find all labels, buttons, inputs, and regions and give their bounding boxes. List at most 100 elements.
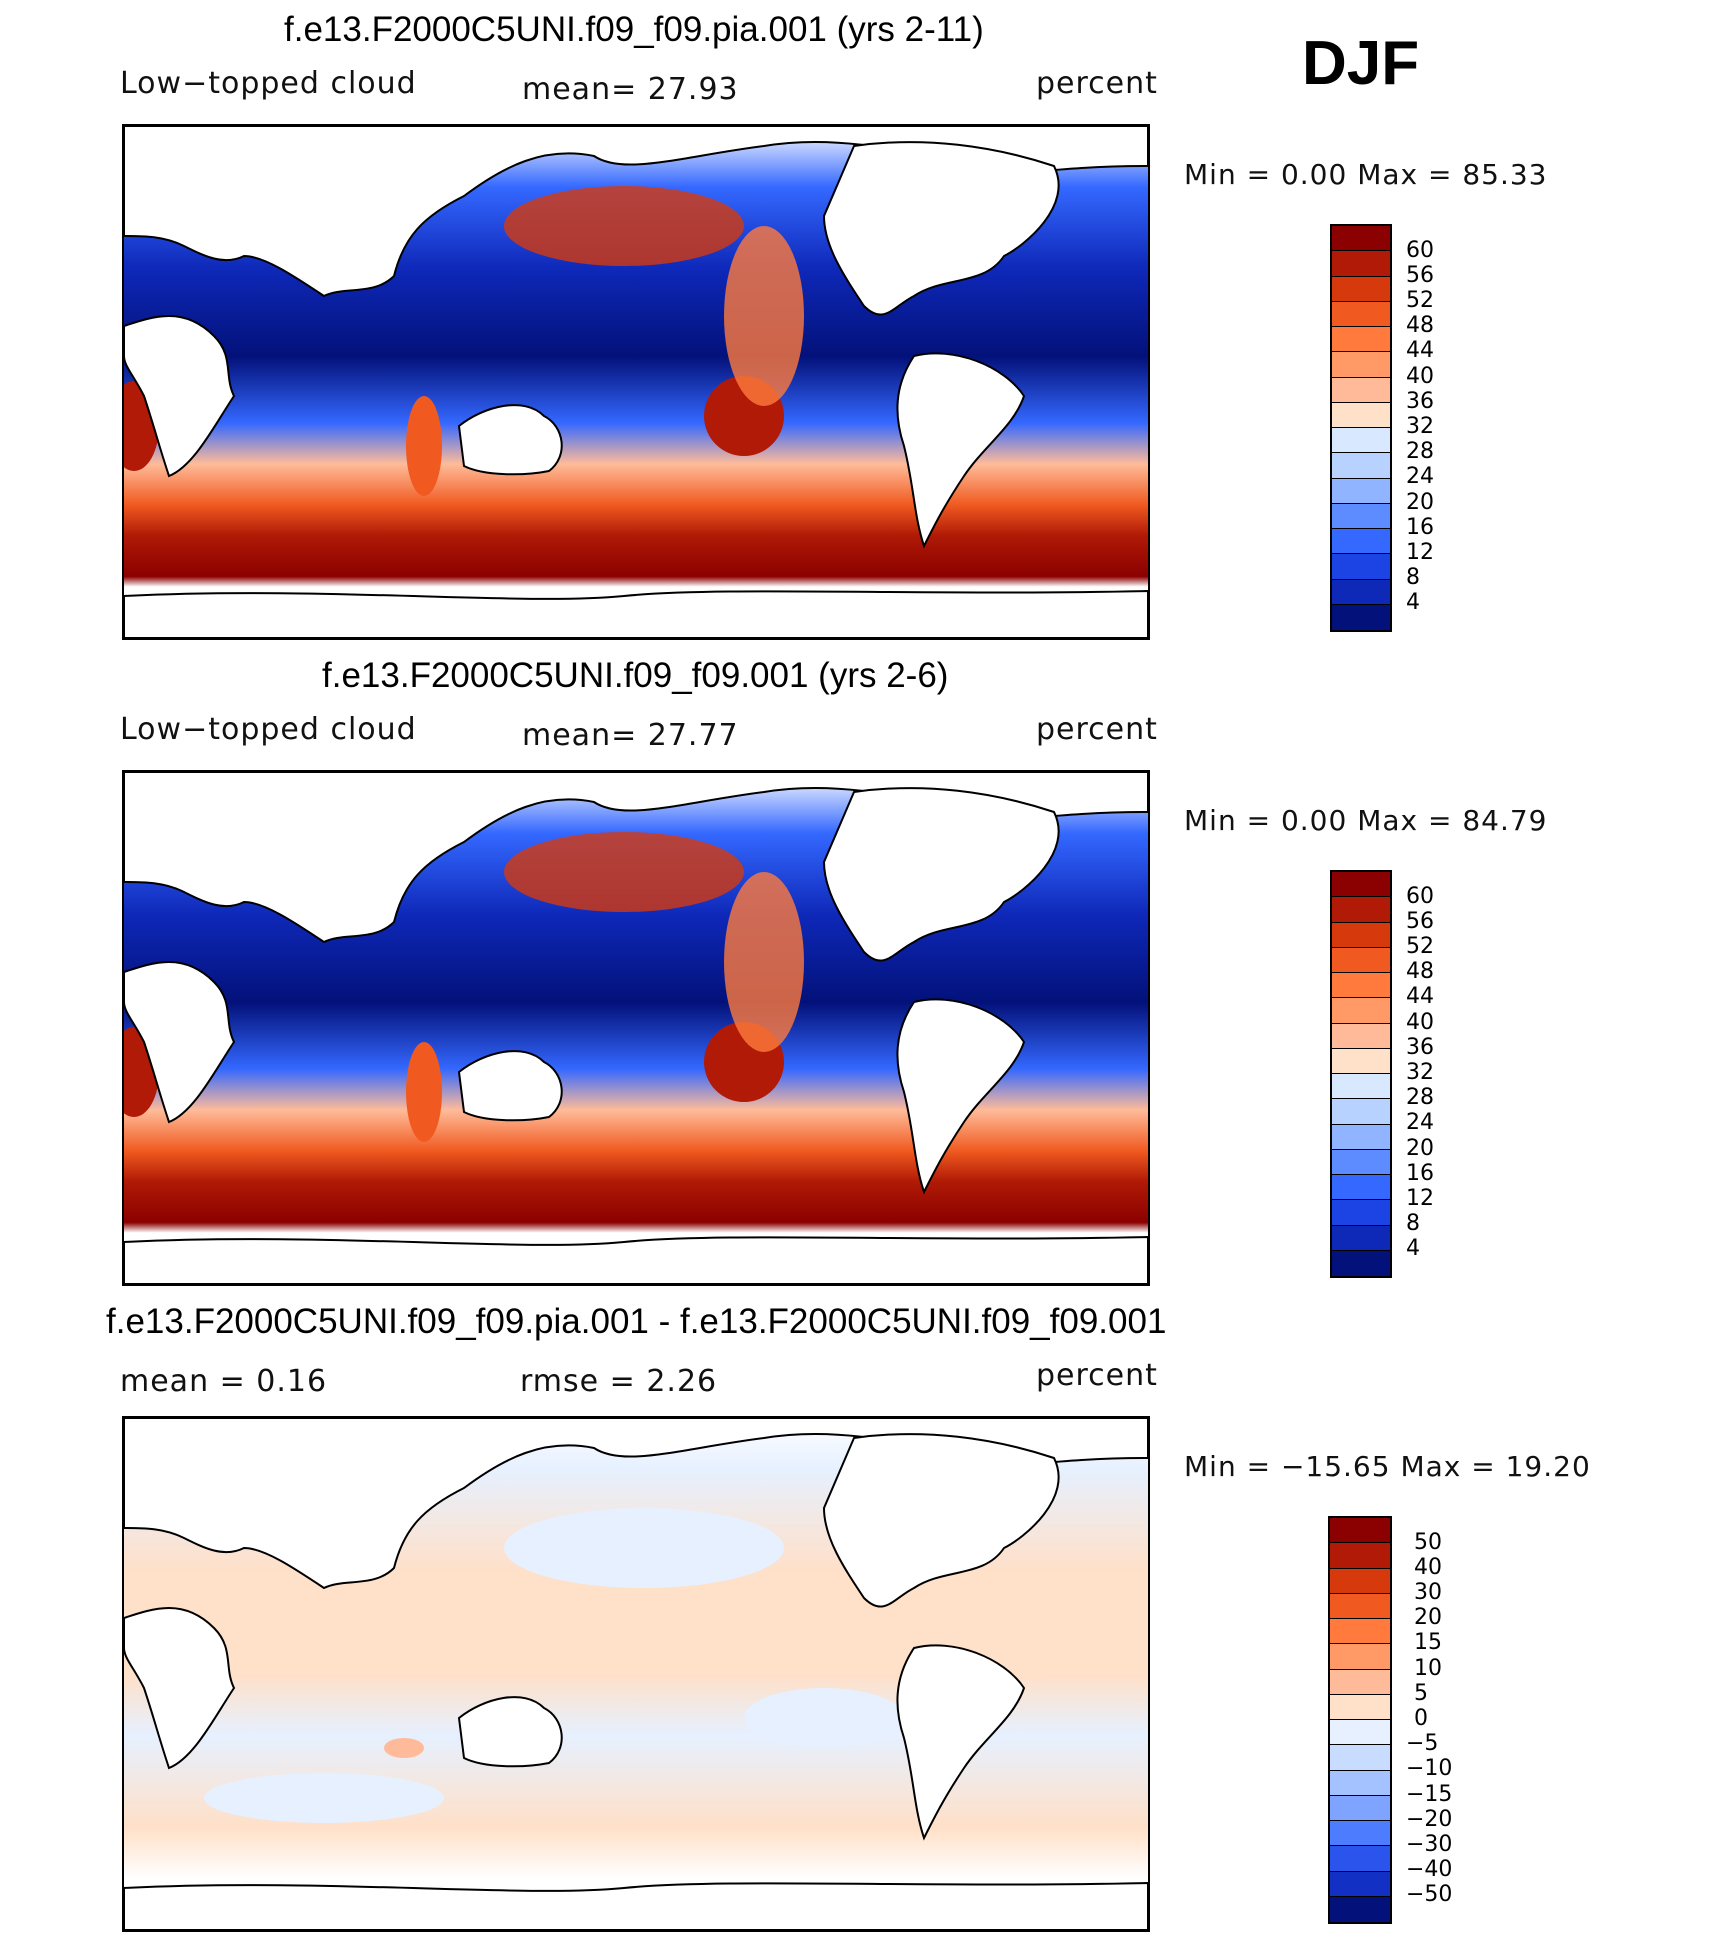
colorbar-label: 12	[1406, 1186, 1434, 1211]
colorbar-segment	[1332, 301, 1390, 327]
mean-label: mean= 27.93	[522, 72, 739, 107]
colorbar-label: 24	[1406, 1110, 1434, 1135]
colorbar-segment	[1330, 1694, 1390, 1720]
colorbar-segment	[1332, 453, 1390, 479]
panel-title: f.e13.F2000C5UNI.f09_f09.pia.001 (yrs 2-…	[284, 10, 984, 49]
colorbar-segment	[1332, 1074, 1390, 1100]
colorbar-segment	[1332, 1200, 1390, 1226]
land-africa	[124, 961, 236, 1124]
units-label: percent	[1036, 1358, 1158, 1393]
colorbar-segment	[1332, 226, 1390, 252]
land-australia	[457, 1696, 563, 1768]
colorbar-segment	[1330, 1896, 1390, 1922]
colorbar-segment	[1332, 352, 1390, 378]
colorbar-segment	[1332, 947, 1390, 973]
colorbar-label: 40	[1414, 1555, 1442, 1580]
colorbar-segment	[1330, 1644, 1390, 1670]
land-north-america	[822, 141, 1060, 316]
land-south-america	[896, 998, 1026, 1195]
colorbar-label: 0	[1414, 1706, 1428, 1731]
colorbar-segment	[1330, 1821, 1390, 1847]
colorbar	[1330, 224, 1392, 632]
colorbar-segment	[1330, 1669, 1390, 1695]
units-label: percent	[1036, 712, 1158, 747]
colorbar-label: 40	[1406, 1010, 1434, 1035]
colorbar-label: 36	[1406, 1035, 1434, 1060]
variable-label: Low−topped cloud	[120, 66, 417, 101]
colorbar-label: −10	[1406, 1756, 1453, 1781]
colorbar-label: 16	[1406, 1161, 1434, 1186]
colorbar-label: 4	[1406, 590, 1420, 615]
colorbar-segment	[1332, 529, 1390, 555]
colorbar-label: 20	[1414, 1605, 1442, 1630]
colorbar-label: 16	[1406, 515, 1434, 540]
colorbar-segment	[1332, 973, 1390, 999]
colorbar-segment	[1332, 897, 1390, 923]
colorbar-label: −5	[1406, 1731, 1439, 1756]
colorbar-label: 20	[1406, 1136, 1434, 1161]
colorbar-segment	[1332, 998, 1390, 1024]
colorbar-label: 24	[1406, 464, 1434, 489]
colorbar-label: 12	[1406, 540, 1434, 565]
colorbar-label: 15	[1414, 1630, 1442, 1655]
colorbar-label: 60	[1406, 238, 1434, 263]
land-north-america	[822, 1433, 1060, 1608]
colorbar-segment	[1330, 1720, 1390, 1746]
colorbar-segment	[1332, 1099, 1390, 1125]
global-map	[122, 770, 1150, 1286]
colorbar-segment	[1332, 503, 1390, 529]
land-australia	[457, 1050, 563, 1122]
colorbar-segment	[1332, 554, 1390, 580]
min-max-label: Min = 0.00 Max = 84.79	[1184, 804, 1548, 837]
colorbar-segment	[1332, 1175, 1390, 1201]
colorbar-label: 50	[1414, 1530, 1442, 1555]
land-antarctica	[124, 589, 1148, 638]
colorbar-label: 44	[1406, 984, 1434, 1009]
colorbar	[1328, 1516, 1392, 1924]
colorbar-label: 40	[1406, 364, 1434, 389]
colorbar-segment	[1330, 1846, 1390, 1872]
colorbar-segment	[1332, 377, 1390, 403]
colorbar-label: 8	[1406, 1211, 1420, 1236]
colorbar-segment	[1332, 872, 1390, 898]
colorbar-segment	[1330, 1871, 1390, 1897]
colorbar-segment	[1330, 1745, 1390, 1771]
colorbar-segment	[1332, 478, 1390, 504]
colorbar-segment	[1332, 922, 1390, 948]
colorbar-label: 56	[1406, 263, 1434, 288]
colorbar-segment	[1330, 1795, 1390, 1821]
colorbar-label: 56	[1406, 909, 1434, 934]
colorbar-segment	[1332, 402, 1390, 428]
colorbar-segment	[1330, 1593, 1390, 1619]
colorbar-label: 60	[1406, 884, 1434, 909]
colorbar-segment	[1332, 604, 1390, 630]
colorbar-segment	[1332, 1124, 1390, 1150]
mean-label: mean= 27.77	[522, 718, 739, 753]
panel-title: f.e13.F2000C5UNI.f09_f09.001 (yrs 2-6)	[322, 656, 949, 695]
colorbar-segment	[1332, 1149, 1390, 1175]
land-africa	[124, 315, 236, 478]
rmse-label: rmse = 2.26	[520, 1364, 718, 1399]
land-australia	[457, 404, 563, 476]
season-label: DJF	[1302, 29, 1420, 98]
cloud-field-map	[124, 772, 1148, 1284]
colorbar-label: 30	[1414, 1580, 1442, 1605]
colorbar-segment	[1332, 251, 1390, 277]
panel-title: f.e13.F2000C5UNI.f09_f09.pia.001 - f.e13…	[106, 1302, 1167, 1341]
colorbar-label: 36	[1406, 389, 1434, 414]
colorbar-label: 48	[1406, 959, 1434, 984]
land-africa	[124, 1607, 236, 1770]
colorbar-label: −40	[1406, 1857, 1453, 1882]
colorbar-label: 28	[1406, 439, 1434, 464]
variable-label: Low−topped cloud	[120, 712, 417, 747]
land-antarctica	[124, 1235, 1148, 1284]
colorbar-segment	[1332, 276, 1390, 302]
land-south-america	[896, 1644, 1026, 1841]
colorbar-segment	[1332, 1250, 1390, 1276]
colorbar-label: 28	[1406, 1085, 1434, 1110]
colorbar-label: 48	[1406, 313, 1434, 338]
mean-label: mean = 0.16	[120, 1364, 328, 1399]
difference-field-map	[124, 1418, 1148, 1930]
colorbar-label: −20	[1406, 1807, 1453, 1832]
min-max-label: Min = −15.65 Max = 19.20	[1184, 1450, 1591, 1483]
